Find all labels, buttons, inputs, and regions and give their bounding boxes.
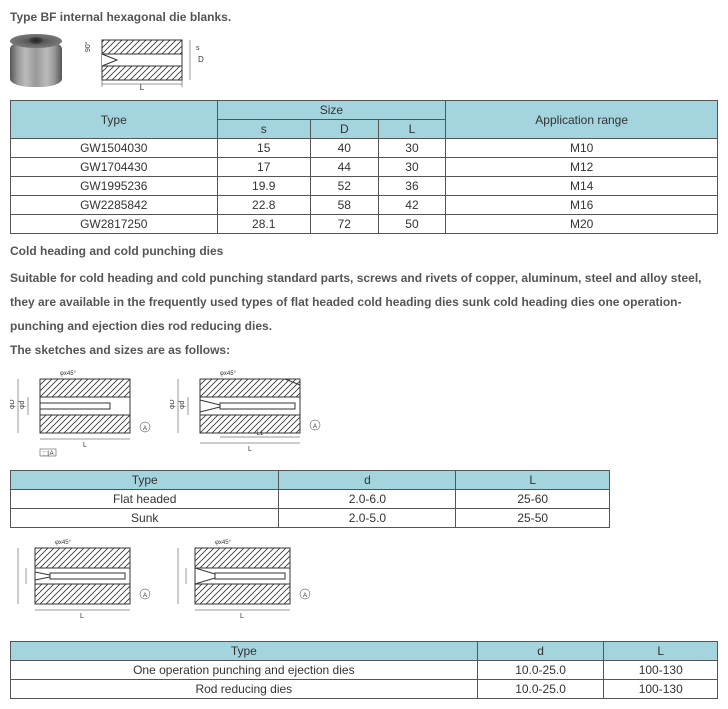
th-s: s (217, 120, 310, 139)
table-cell: M14 (446, 177, 718, 196)
th-l: L (378, 120, 446, 139)
svg-text:90°: 90° (84, 41, 92, 52)
table-cell: 50 (378, 215, 446, 234)
title-cold-heading: Cold heading and cold punching dies (10, 244, 718, 258)
tech-pair-2: L φx45° A L φx45° A (10, 538, 718, 631)
table-cell: 42 (378, 196, 446, 215)
table-cell: M12 (446, 158, 718, 177)
table-row: GW199523619.95236M14 (11, 177, 718, 196)
table-cell: GW1704430 (11, 158, 218, 177)
table-cell: GW1995236 (11, 177, 218, 196)
table-cell: 10.0-25.0 (477, 661, 604, 680)
table-cell: GW1504030 (11, 139, 218, 158)
table-cell: 100-130 (604, 680, 718, 699)
svg-text:L1: L1 (257, 431, 264, 437)
svg-text:L: L (240, 613, 244, 620)
table-cell: M16 (446, 196, 718, 215)
tech-pair-1: φD φd L φx45° ⬚|A A φD φd L L1 (10, 367, 718, 460)
table-bf-dimensions: Type Size Application range s D L GW1504… (10, 100, 718, 234)
th-app: Application range (446, 101, 718, 139)
table-row: Flat headed2.0-6.025-60 (11, 490, 610, 509)
table-cell: 58 (310, 196, 378, 215)
th2-type: Type (11, 471, 279, 490)
table-cell: 36 (378, 177, 446, 196)
table-cell: GW2285842 (11, 196, 218, 215)
svg-text:⬚|A: ⬚|A (42, 451, 53, 457)
svg-text:L: L (248, 446, 252, 453)
table-cell: 15 (217, 139, 310, 158)
th-type: Type (11, 101, 218, 139)
svg-text:A: A (143, 426, 147, 432)
table-cell: 17 (217, 158, 310, 177)
table-cell: Sunk (11, 509, 279, 528)
table-row: GW1704430174430M12 (11, 158, 718, 177)
svg-text:s: s (196, 45, 200, 52)
svg-text:D: D (198, 55, 204, 64)
title-sketches: The sketches and sizes are as follows: (10, 343, 718, 357)
tech-drawing-flat-headed: φD φd L φx45° ⬚|A A (10, 367, 160, 460)
table-cell: GW2817250 (11, 215, 218, 234)
table-row: GW228584222.85842M16 (11, 196, 718, 215)
th-size: Size (217, 101, 446, 120)
table-row: GW1504030154030M10 (11, 139, 718, 158)
table-cell: M20 (446, 215, 718, 234)
table-cell: 2.0-5.0 (279, 509, 456, 528)
svg-text:A: A (303, 593, 307, 599)
table-cell: 52 (310, 177, 378, 196)
th2-l: L (456, 471, 610, 490)
svg-text:L: L (80, 613, 84, 620)
table-row: Sunk2.0-5.025-50 (11, 509, 610, 528)
tech-drawing-rod-reducing: L φx45° A (170, 538, 320, 631)
svg-text:φx45°: φx45° (60, 371, 77, 377)
table-cell: 10.0-25.0 (477, 680, 604, 699)
svg-text:φD: φD (10, 399, 16, 409)
table-cell: 30 (378, 158, 446, 177)
table-cell: Flat headed (11, 490, 279, 509)
desc-cold-heading: Suitable for cold heading and cold punch… (10, 266, 718, 338)
table-cell: One operation punching and ejection dies (11, 661, 478, 680)
th3-type: Type (11, 642, 478, 661)
table-cell: 25-50 (456, 509, 610, 528)
svg-text:A: A (143, 593, 147, 599)
table-cell: 30 (378, 139, 446, 158)
th3-l: L (604, 642, 718, 661)
tech-drawing-section-1: L D 90° s (82, 32, 202, 88)
table-row: Rod reducing dies10.0-25.0100-130 (11, 680, 718, 699)
svg-text:φD: φD (170, 399, 176, 409)
table-cell: 100-130 (604, 661, 718, 680)
svg-text:L: L (140, 83, 145, 92)
svg-text:φx45°: φx45° (215, 540, 232, 546)
cylinder-3d-icon (10, 34, 62, 86)
tech-drawing-sunk: φD φd L L1 φx45° A (170, 367, 330, 460)
th3-d: d (477, 642, 604, 661)
table-cell: 19.9 (217, 177, 310, 196)
th2-d: d (279, 471, 456, 490)
svg-text:φx45°: φx45° (55, 540, 72, 546)
tech-drawing-punch-ejection: L φx45° A (10, 538, 160, 631)
table-head-types: Type d L Flat headed2.0-6.025-60Sunk2.0-… (10, 470, 610, 528)
table-cell: 25-60 (456, 490, 610, 509)
svg-text:φd: φd (179, 400, 186, 409)
table-row: GW281725028.17250M20 (11, 215, 718, 234)
table-cell: 2.0-6.0 (279, 490, 456, 509)
th-d: D (310, 120, 378, 139)
svg-text:A: A (313, 424, 317, 430)
svg-text:φd: φd (19, 400, 26, 409)
table-cell: Rod reducing dies (11, 680, 478, 699)
table-cell: 40 (310, 139, 378, 158)
table-cell: 44 (310, 158, 378, 177)
diagram-row-1: L D 90° s (10, 32, 718, 88)
svg-text:φx45°: φx45° (220, 371, 237, 377)
table-cell: 72 (310, 215, 378, 234)
svg-text:L: L (83, 442, 87, 449)
table-cell: 28.1 (217, 215, 310, 234)
table-punch-rod: Type d L One operation punching and ejec… (10, 641, 718, 699)
table-cell: M10 (446, 139, 718, 158)
table-row: One operation punching and ejection dies… (11, 661, 718, 680)
table-cell: 22.8 (217, 196, 310, 215)
title-bf: Type BF internal hexagonal die blanks. (10, 10, 718, 24)
